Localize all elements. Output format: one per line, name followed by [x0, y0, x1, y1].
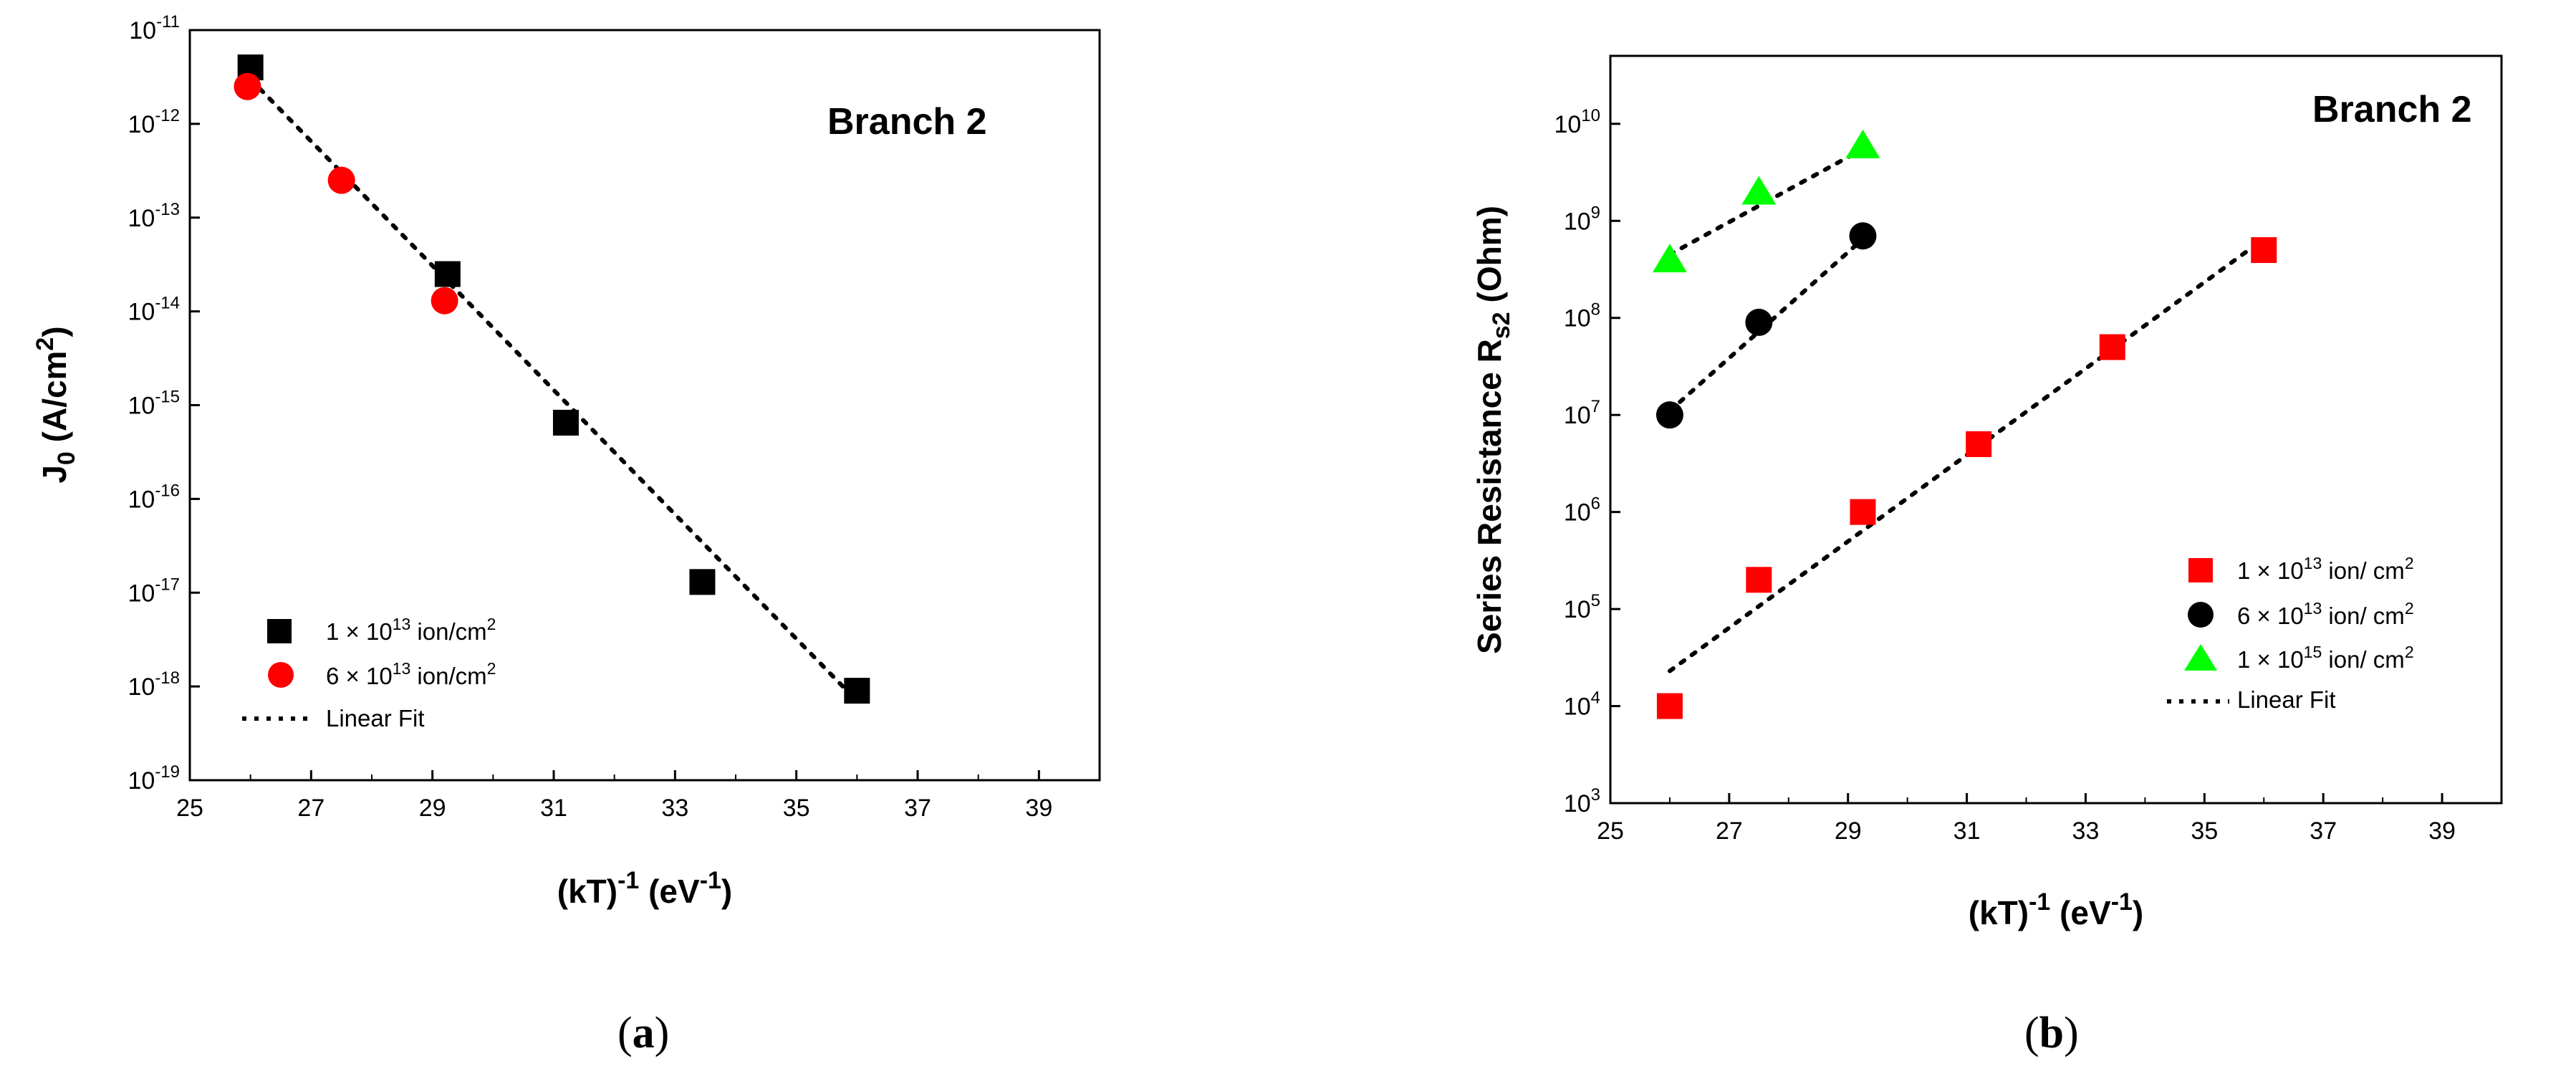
y-tick-label: 104 [1564, 689, 1600, 721]
data-point-triangle [1845, 129, 1880, 158]
data-point-triangle [1652, 244, 1687, 273]
data-point-square [1966, 431, 1992, 457]
x-tick-label: 33 [2072, 817, 2100, 845]
x-tick-label: 39 [2428, 817, 2456, 845]
x-tick-label: 33 [661, 795, 688, 822]
data-points-b [1652, 129, 2277, 719]
y-tick-label: 108 [1564, 300, 1600, 332]
x-tick-label: 27 [297, 795, 325, 822]
legend-a: 1 × 1013 ion/cm2 6 × 1013 ion/cm2 Linear… [242, 615, 496, 731]
x-tick-label: 39 [1025, 795, 1052, 822]
y-tick-label: 10-13 [128, 200, 180, 232]
y-tick-label: 10-14 [128, 294, 180, 326]
data-point-circle [1655, 401, 1683, 429]
annotation-branch-a: Branch 2 [827, 101, 987, 143]
y-tick-label: 103 [1564, 785, 1600, 817]
data-point-square [1656, 693, 1683, 719]
x-tick-label: 37 [2310, 817, 2337, 845]
x-axis-ticks-a: 25 27 29 31 33 35 37 39 [176, 770, 1052, 822]
legend-marker-b-1 [2188, 558, 2213, 582]
legend-label-b-3: 1 × 1015 ion/ cm2 [2237, 643, 2414, 673]
y-tick-label: 106 [1564, 494, 1600, 527]
legend-label-a-3: Linear Fit [326, 705, 425, 731]
plot-frame-b [1609, 54, 2503, 805]
linear-fit-line [1667, 236, 1865, 413]
legend-label-a-1: 1 × 1013 ion/cm2 [326, 615, 496, 645]
y-tick-label: 10-19 [128, 762, 180, 795]
y-tick-label: 10-17 [128, 575, 180, 607]
chart-panel-b: 1010 109 108 107 106 105 104 103 25 27 29 31 33 35 37… [1471, 54, 2503, 931]
y-tick-label: 1010 [1554, 106, 1600, 138]
data-point-square [2099, 334, 2125, 360]
legend-label-b-4: Linear Fit [2237, 686, 2336, 713]
y-tick-label: 10-12 [128, 106, 180, 138]
y-tick-label: 109 [1564, 203, 1600, 235]
legend-marker-b-2 [2188, 602, 2214, 628]
legend-marker-a-1 [267, 619, 292, 643]
data-point-square [1850, 499, 1876, 525]
x-tick-label: 31 [1953, 817, 1981, 845]
annotation-branch-b: Branch 2 [2312, 89, 2472, 130]
data-point-square [1746, 567, 1772, 593]
x-tick-label: 29 [419, 795, 446, 822]
y-axis-ticks-b: 1010 109 108 107 106 105 104 103 [1554, 106, 1620, 817]
x-tick-label: 35 [783, 795, 810, 822]
y-tick-label: 10-15 [128, 388, 180, 420]
data-points-a [234, 54, 870, 704]
data-point-square [552, 409, 579, 436]
legend-label-b-1: 1 × 1013 ion/ cm2 [2237, 554, 2414, 584]
legend-label-a-2: 6 × 1013 ion/cm2 [326, 659, 496, 689]
y-axis-label-b: Series Resistance Rs2 (Ohm) [1471, 206, 1515, 654]
y-tick-label: 107 [1564, 397, 1600, 429]
x-tick-label: 31 [540, 795, 567, 822]
y-tick-label: 10-16 [128, 481, 180, 513]
caption-b: (b) [2024, 1009, 2079, 1057]
x-axis-label-a: (kT)-1 (eV-1) [557, 867, 733, 910]
data-point-square [2251, 237, 2277, 264]
fit-lines-a [248, 77, 860, 704]
x-tick-label: 25 [176, 795, 203, 822]
data-point-square [434, 261, 461, 287]
x-axis-ticks-b: 25 27 29 31 33 35 37 39 [1597, 793, 2456, 845]
y-axis-ticks-a: 10-11 10-12 10-13 10-14 10-15 10-16 10-17 10-18… [128, 12, 200, 795]
data-point-circle [327, 166, 355, 194]
x-tick-label: 25 [1597, 817, 1624, 845]
x-tick-label: 29 [1835, 817, 1862, 845]
caption-a: (a) [617, 1009, 669, 1057]
legend-marker-a-2 [268, 662, 294, 688]
y-tick-label: 105 [1564, 591, 1600, 623]
linear-fit-line [248, 77, 860, 704]
y-tick-label: 10-11 [129, 12, 180, 44]
data-point-square [689, 569, 716, 595]
x-tick-label: 37 [904, 795, 931, 822]
legend-label-b-2: 6 × 1013 ion/ cm2 [2237, 599, 2414, 629]
y-tick-label: 10-18 [128, 668, 180, 701]
data-point-circle [431, 287, 458, 315]
data-point-circle [1745, 308, 1773, 336]
legend-marker-b-3 [2184, 644, 2217, 671]
x-axis-label-b: (kT)-1 (eV-1) [1969, 888, 2144, 931]
data-point-triangle [1741, 176, 1777, 205]
data-point-circle [234, 72, 261, 100]
data-point-square [844, 678, 870, 704]
x-tick-label: 35 [2191, 817, 2218, 845]
chart-panel-a: 10-11 10-12 10-13 10-14 10-15 10-16 10-17 10-18… [32, 12, 1101, 910]
legend-b: 1 × 1013 ion/ cm2 6 × 1013 ion/ cm2 1 × … [2167, 554, 2414, 713]
data-point-circle [1849, 222, 1877, 250]
y-axis-label-a: J0 (A/cm2) [32, 326, 80, 483]
x-tick-label: 27 [1716, 817, 1743, 845]
